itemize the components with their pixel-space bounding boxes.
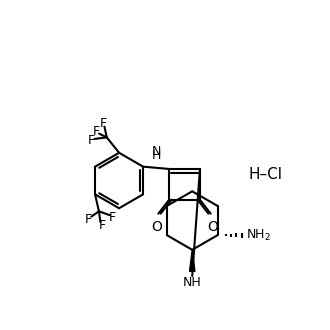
Text: O: O bbox=[207, 220, 218, 234]
Text: F: F bbox=[98, 219, 106, 232]
Text: N: N bbox=[151, 145, 161, 158]
Text: H: H bbox=[151, 149, 161, 162]
Text: F: F bbox=[84, 213, 92, 225]
Text: F: F bbox=[100, 117, 107, 130]
Text: F: F bbox=[109, 211, 116, 224]
Text: F: F bbox=[92, 125, 100, 138]
Text: NH$_2$: NH$_2$ bbox=[246, 228, 271, 243]
Text: F: F bbox=[88, 134, 95, 147]
Polygon shape bbox=[189, 250, 195, 271]
Text: H–Cl: H–Cl bbox=[248, 167, 282, 182]
Text: O: O bbox=[151, 220, 162, 234]
Text: NH: NH bbox=[183, 276, 202, 289]
